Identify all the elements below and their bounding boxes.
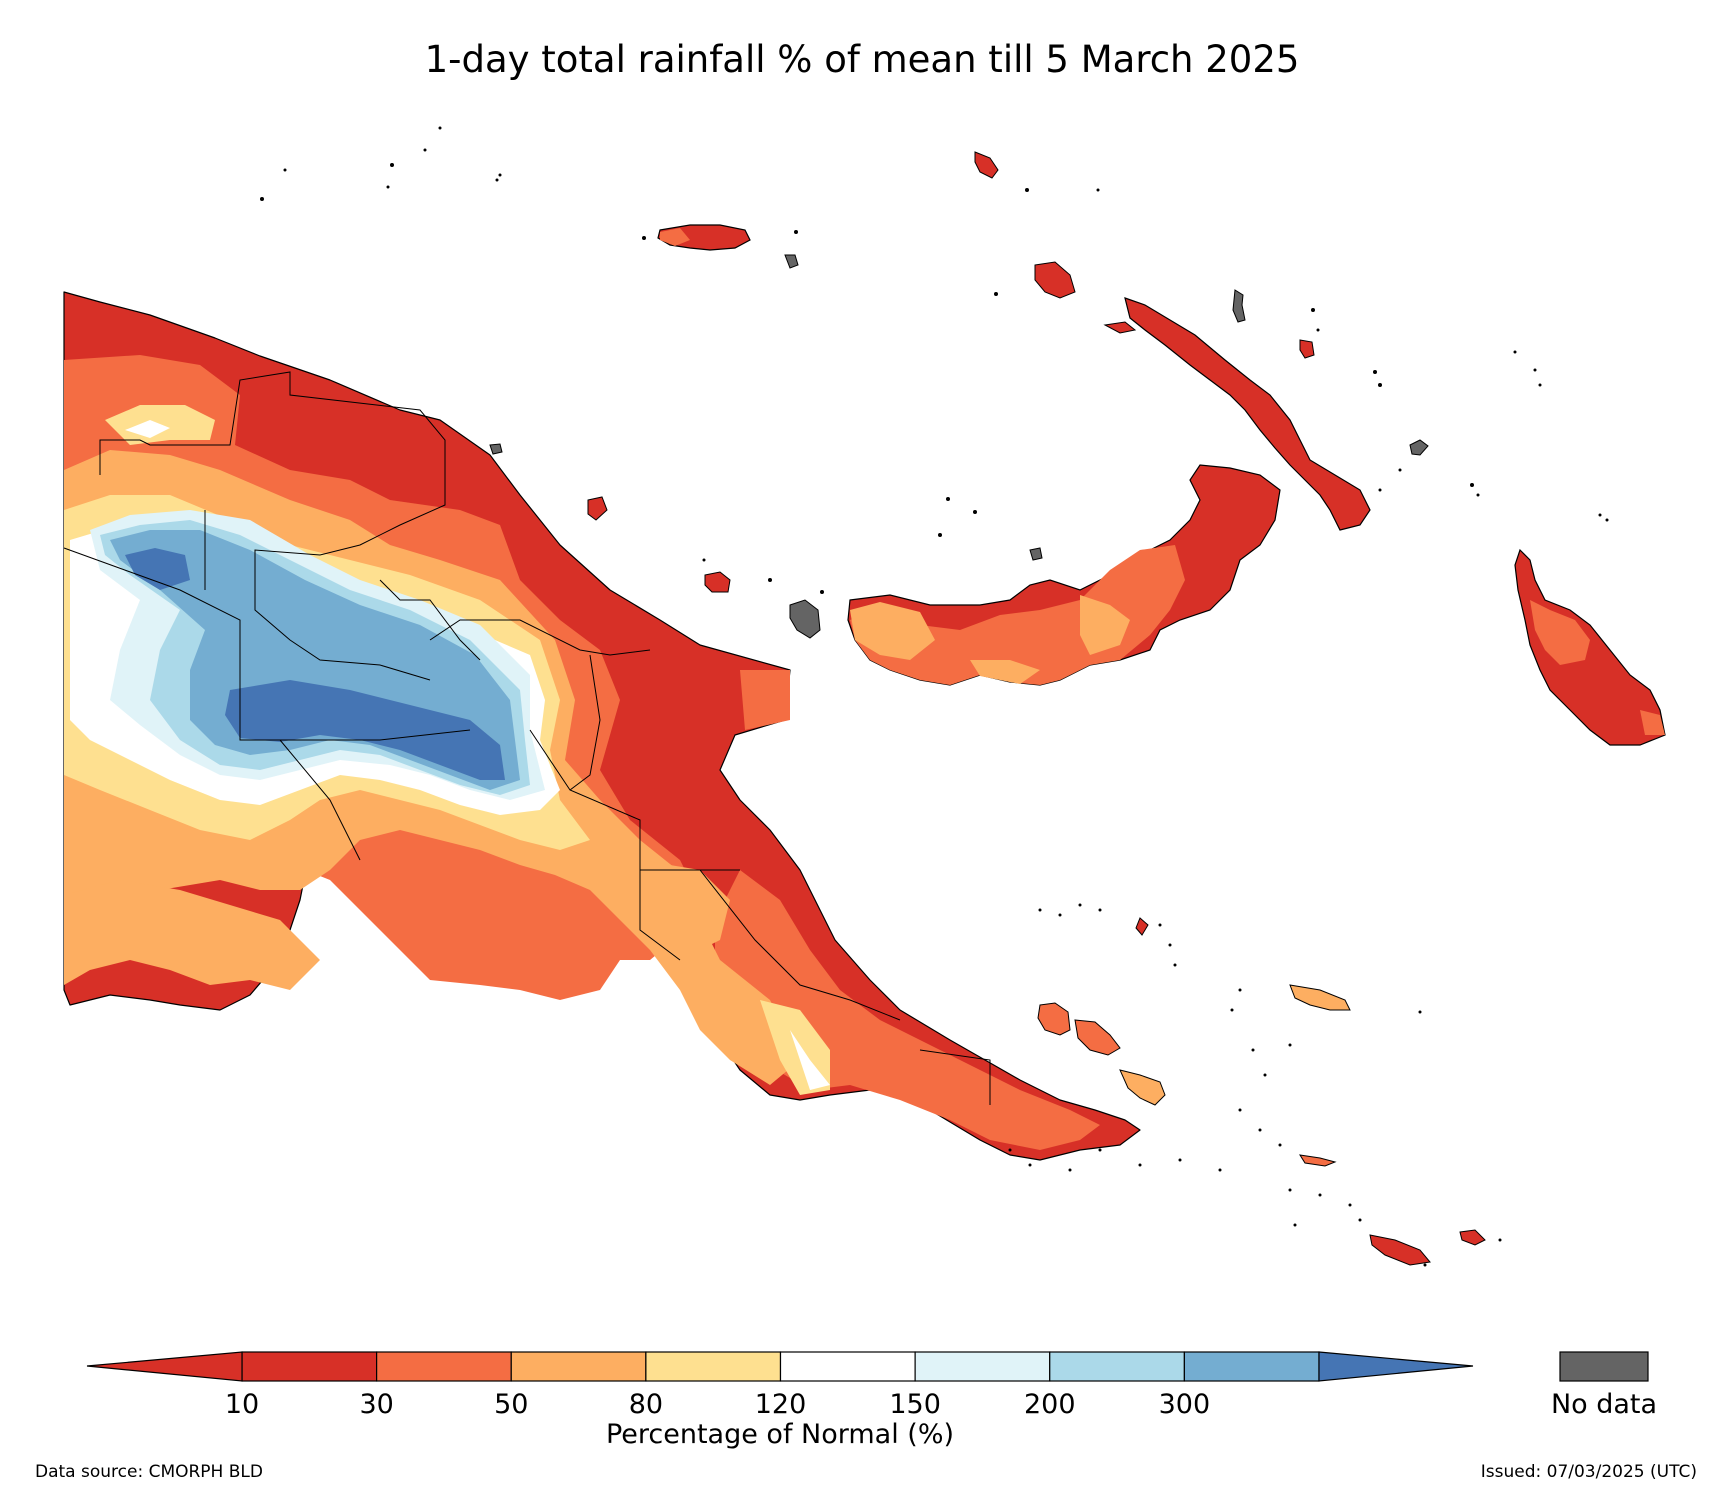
colorbar-bin-80 — [645, 1351, 782, 1382]
new-ireland-outline — [1124, 297, 1371, 531]
tick-label-120: 120 — [755, 1389, 807, 1420]
colorbar-bins — [241, 1351, 1320, 1382]
colorbar-bin-150 — [914, 1351, 1051, 1382]
colorbar-bin-50 — [510, 1351, 647, 1382]
island-fergusson — [1074, 1019, 1121, 1056]
map-title: 1-day total rainfall % of mean till 5 Ma… — [424, 38, 1300, 81]
band-80-120-se — [790, 1030, 830, 1090]
new-britain — [847, 464, 1281, 686]
island-gray-5 — [784, 254, 799, 269]
manus-island — [657, 224, 751, 251]
island-lihir — [1299, 339, 1315, 359]
tick-label-80: 80 — [629, 1389, 663, 1420]
colorbar-high-extension — [1318, 1351, 1474, 1382]
colorbar-bin-30 — [376, 1351, 512, 1382]
band-30-50-south — [64, 880, 320, 990]
island-woodlark — [1289, 984, 1351, 1011]
tick-label-200: 200 — [1024, 1389, 1076, 1420]
island-karkar — [587, 496, 608, 521]
rainfall-map — [63, 126, 1666, 1267]
island-trobriand — [1135, 917, 1149, 936]
island-mussau — [974, 151, 999, 179]
rainfall-contours — [64, 355, 1100, 1150]
nodata-label: No data — [1551, 1389, 1657, 1420]
island-gray-6 — [489, 443, 503, 455]
colorbar-bin-10 — [241, 1351, 378, 1382]
island-dots — [260, 126, 1609, 1267]
bougainville — [1514, 548, 1666, 746]
data-source: Data source: CMORPH BLD — [35, 1462, 263, 1482]
island-rossel — [1459, 1229, 1486, 1246]
bougainville-outline — [1514, 548, 1666, 746]
bougainville-band-10-30 — [1530, 600, 1665, 735]
island-tagula — [1369, 1234, 1431, 1266]
issued-date: Issued: 07/03/2025 (UTC) — [1480, 1462, 1697, 1482]
tick-label-30: 30 — [359, 1389, 393, 1420]
tick-label-10: 10 — [225, 1389, 259, 1420]
new-britain-band-30-50 — [850, 595, 1130, 684]
band-over-300 — [125, 548, 505, 780]
colorbar-axis-label: Percentage of Normal (%) — [606, 1419, 954, 1450]
band-30-50-central — [640, 860, 730, 960]
province-boundaries — [63, 371, 991, 1105]
nodata-swatch — [1559, 1351, 1649, 1382]
island-gray-2 — [1232, 289, 1246, 323]
island-west-new-britain-tip — [1034, 261, 1076, 299]
island-duke — [1103, 321, 1137, 334]
island-normanby — [1119, 1069, 1166, 1106]
band-80-120-nw — [125, 420, 170, 438]
tick-label-50: 50 — [494, 1389, 528, 1420]
colorbar-low-extension — [86, 1351, 243, 1382]
tick-label-150: 150 — [889, 1389, 941, 1420]
new-ireland — [1124, 297, 1371, 531]
small-islands — [489, 151, 1486, 1266]
island-gray-4 — [1029, 547, 1043, 561]
island-goodenough — [1037, 1002, 1071, 1036]
island-gray-1 — [789, 599, 821, 639]
colorbar-tick-labels: 10 30 50 80 120 150 200 300 — [225, 1389, 1210, 1420]
band-10-30-highlands — [740, 670, 790, 730]
island-misima — [1299, 1154, 1337, 1167]
manus-west-band — [660, 228, 690, 246]
colorbar-bin-200 — [1049, 1351, 1185, 1382]
island-gray-3 — [1409, 439, 1429, 456]
colorbar-bin-120 — [779, 1351, 916, 1382]
tick-label-300: 300 — [1159, 1389, 1211, 1420]
island-umboi — [704, 571, 731, 593]
colorbar-bin-300 — [1183, 1351, 1320, 1382]
